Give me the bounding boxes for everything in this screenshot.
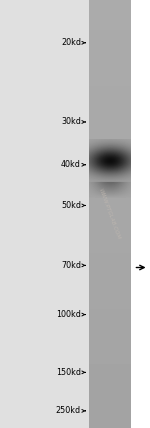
Text: 150kd: 150kd [56,368,81,377]
Text: 70kd: 70kd [61,261,81,270]
Text: 100kd: 100kd [56,310,81,319]
Text: 40kd: 40kd [61,160,81,169]
Bar [89,0,130,428]
Text: 30kd: 30kd [61,117,81,127]
Text: WWW.PTGLAB.COM: WWW.PTGLAB.COM [98,188,121,240]
Text: 50kd: 50kd [61,201,81,210]
Bar [130,0,150,428]
Text: 20kd: 20kd [61,38,81,48]
Text: 250kd: 250kd [56,406,81,416]
Bar [0,0,89,428]
